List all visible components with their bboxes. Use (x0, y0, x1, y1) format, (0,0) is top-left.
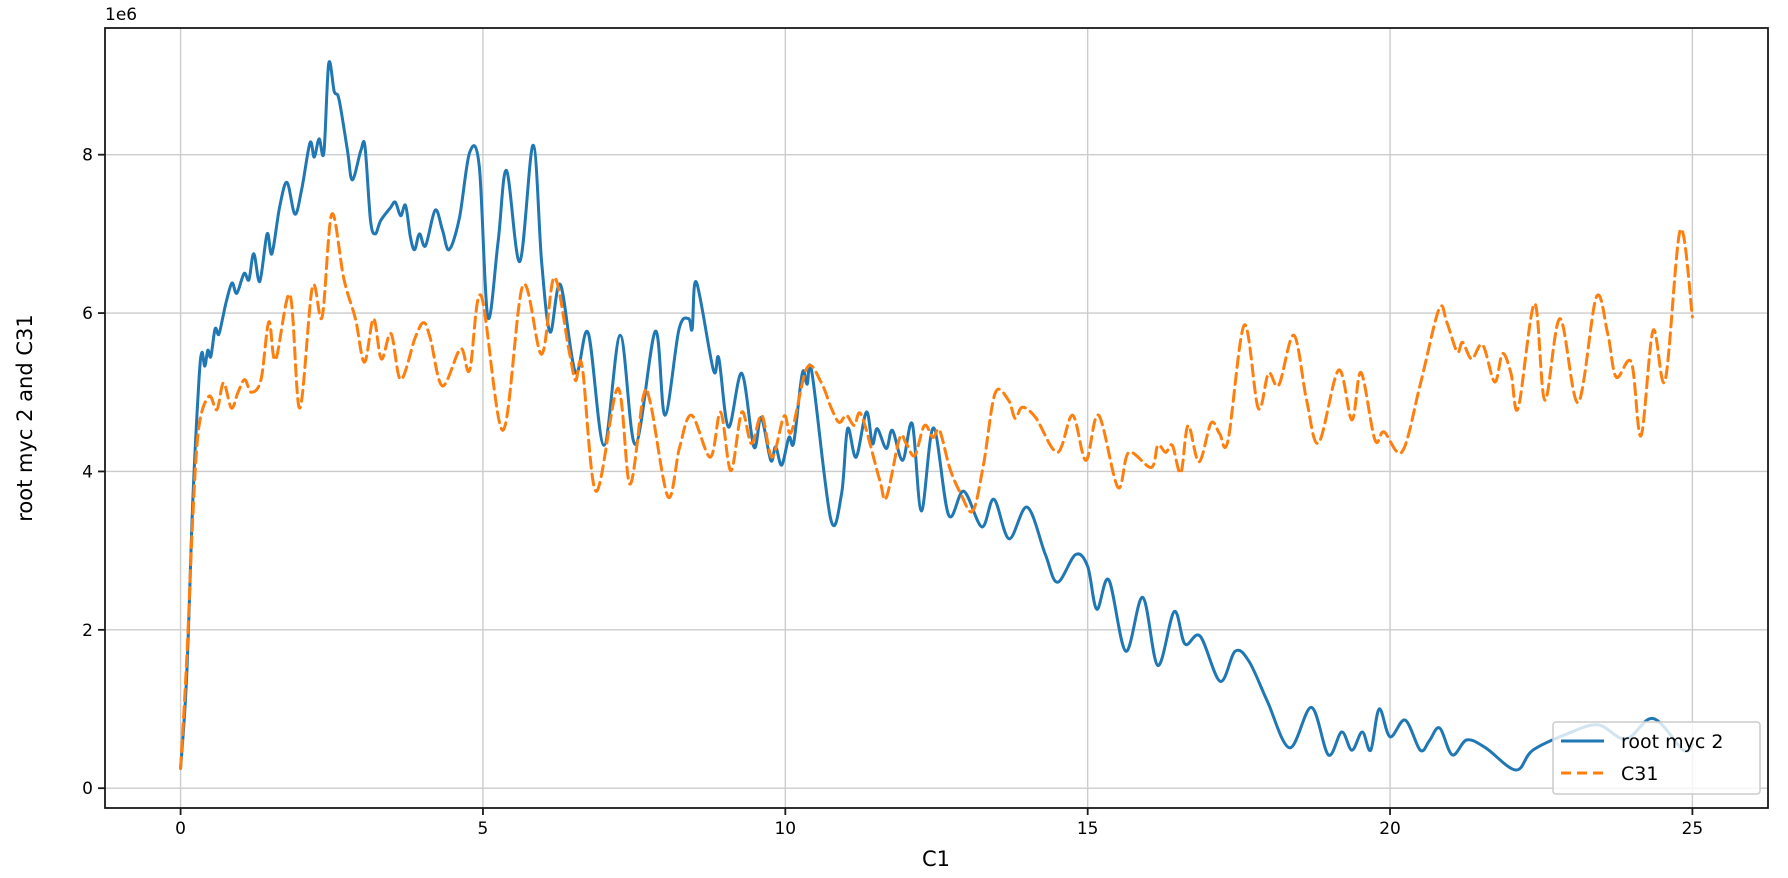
y-tick-label: 6 (82, 304, 93, 324)
y-axis-offset-label: 1e6 (105, 5, 137, 25)
legend-label-c31: C31 (1621, 763, 1658, 785)
series-line-root-myc-2 (179, 60, 1694, 772)
y-tick-label: 8 (82, 146, 93, 166)
x-tick-label: 15 (1077, 819, 1099, 839)
x-tick-label: 20 (1379, 819, 1401, 839)
y-axis-label: root myc 2 and C31 (13, 314, 37, 522)
x-tick-label: 10 (774, 819, 796, 839)
ticks: 0 5 10 15 20 25 0 2 4 6 8 (82, 146, 1703, 839)
x-tick-label: 25 (1682, 819, 1704, 839)
legend-label-root-myc-2: root myc 2 (1621, 731, 1723, 753)
x-tick-label: 5 (478, 819, 489, 839)
y-tick-label: 4 (82, 462, 93, 482)
axes-frame (104, 27, 1769, 809)
grid (105, 28, 1768, 808)
x-tick-label: 0 (175, 819, 186, 839)
legend: root myc 2 C31 (1552, 721, 1761, 795)
legend-box (1552, 721, 1761, 795)
y-tick-label: 2 (82, 621, 93, 641)
x-axis-label: C1 (922, 847, 950, 871)
y-tick-label: 0 (82, 779, 93, 799)
series-line-c31 (179, 212, 1694, 770)
series (179, 60, 1694, 772)
